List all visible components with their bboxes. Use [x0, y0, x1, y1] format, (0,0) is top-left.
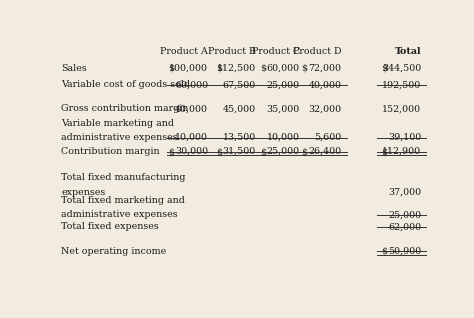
- Text: 112,500: 112,500: [217, 64, 256, 73]
- Text: 40,000: 40,000: [309, 80, 341, 89]
- Text: Product D: Product D: [293, 47, 341, 56]
- Text: Product A: Product A: [160, 47, 208, 56]
- Text: Total: Total: [394, 47, 421, 56]
- Text: 25,000: 25,000: [267, 80, 300, 89]
- Text: $: $: [381, 247, 387, 256]
- Text: Product B: Product B: [208, 47, 256, 56]
- Text: 30,000: 30,000: [175, 147, 208, 156]
- Text: 40,000: 40,000: [175, 104, 208, 113]
- Text: $: $: [216, 64, 222, 73]
- Text: $: $: [381, 147, 387, 156]
- Text: $: $: [216, 147, 222, 156]
- Text: 25,000: 25,000: [388, 210, 421, 219]
- Text: 112,900: 112,900: [382, 147, 421, 156]
- Text: 192,500: 192,500: [382, 80, 421, 89]
- Text: 31,500: 31,500: [222, 147, 256, 156]
- Text: $: $: [168, 147, 174, 156]
- Text: 50,900: 50,900: [388, 247, 421, 256]
- Text: 344,500: 344,500: [382, 64, 421, 73]
- Text: Product C: Product C: [252, 47, 300, 56]
- Text: $: $: [260, 147, 266, 156]
- Text: 60,000: 60,000: [175, 80, 208, 89]
- Text: Total fixed marketing and: Total fixed marketing and: [61, 196, 185, 205]
- Text: 72,000: 72,000: [309, 64, 341, 73]
- Text: 5,600: 5,600: [314, 133, 341, 142]
- Text: Gross contribution margin: Gross contribution margin: [61, 104, 189, 113]
- Text: 10,000: 10,000: [267, 133, 300, 142]
- Text: Net operating income: Net operating income: [61, 247, 166, 256]
- Text: expenses: expenses: [61, 188, 105, 197]
- Text: $: $: [260, 64, 266, 73]
- Text: 100,000: 100,000: [169, 64, 208, 73]
- Text: Variable marketing and: Variable marketing and: [61, 119, 174, 128]
- Text: 45,000: 45,000: [223, 104, 256, 113]
- Text: 35,000: 35,000: [266, 104, 300, 113]
- Text: $: $: [168, 64, 174, 73]
- Text: 60,000: 60,000: [267, 64, 300, 73]
- Text: Contribution margin: Contribution margin: [61, 147, 160, 156]
- Text: Total fixed manufacturing: Total fixed manufacturing: [61, 173, 186, 182]
- Text: 26,400: 26,400: [308, 147, 341, 156]
- Text: Variable cost of goods sold: Variable cost of goods sold: [61, 80, 190, 89]
- Text: Total fixed expenses: Total fixed expenses: [61, 222, 159, 231]
- Text: Sales: Sales: [61, 64, 87, 73]
- Text: administrative expenses: administrative expenses: [61, 210, 178, 219]
- Text: 67,500: 67,500: [222, 80, 256, 89]
- Text: 10,000: 10,000: [175, 133, 208, 142]
- Text: 37,000: 37,000: [388, 188, 421, 197]
- Text: $: $: [301, 147, 308, 156]
- Text: 13,500: 13,500: [222, 133, 256, 142]
- Text: 152,000: 152,000: [382, 104, 421, 113]
- Text: administrative expenses: administrative expenses: [61, 133, 178, 142]
- Text: 62,000: 62,000: [388, 222, 421, 231]
- Text: 39,100: 39,100: [388, 133, 421, 142]
- Text: 25,000: 25,000: [267, 147, 300, 156]
- Text: $: $: [381, 64, 387, 73]
- Text: 32,000: 32,000: [308, 104, 341, 113]
- Text: $: $: [301, 64, 308, 73]
